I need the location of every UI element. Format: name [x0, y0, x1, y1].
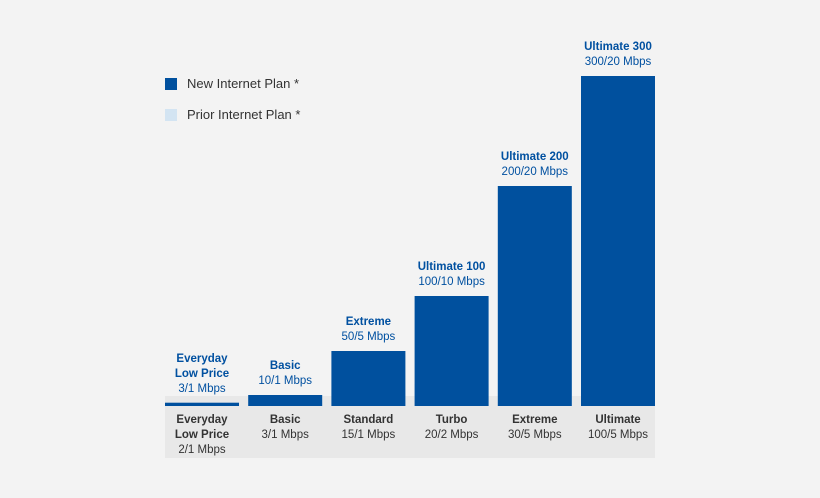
- bar-plan-speed: 10/1 Mbps: [258, 375, 313, 387]
- bar-plan-name: Extreme: [345, 316, 392, 328]
- bar-plan-speed: 50/5 Mbps: [341, 331, 396, 343]
- category-plan-speed: 100/5 Mbps: [587, 429, 649, 441]
- category-plan-name: Standard: [343, 414, 394, 426]
- legend-swatch-new: [165, 77, 177, 90]
- bar-plan-speed: 200/20 Mbps: [501, 166, 569, 178]
- category-plan-speed: 30/5 Mbps: [507, 429, 562, 441]
- category-plan-name: Turbo: [435, 414, 468, 426]
- new-plan-bar: [414, 296, 489, 406]
- new-plan-bar: [165, 402, 239, 406]
- new-plan-bar: [581, 76, 655, 406]
- category-plan-name: Ultimate: [595, 414, 641, 426]
- category-label: Standard 15/1 Mbps: [331, 413, 405, 443]
- category-plan-speed: 20/2 Mbps: [424, 429, 479, 441]
- category-label: Everyday Low Price 2/1 Mbps: [165, 413, 239, 458]
- category-plan-speed: 3/1 Mbps: [261, 429, 309, 441]
- chart-panel-background: [165, 396, 655, 458]
- category-label: Turbo 20/2 Mbps: [415, 413, 489, 443]
- new-plan-bar: [248, 395, 323, 406]
- bar-plan-name: Basic: [269, 360, 301, 372]
- bar-plan-name: Ultimate 200: [500, 151, 569, 163]
- category-label: Ultimate 100/5 Mbps: [581, 413, 655, 443]
- new-bars-group: [165, 76, 655, 406]
- legend-label-prior: Prior Internet Plan *: [187, 107, 301, 122]
- bar-plan-name: Ultimate 300: [584, 41, 652, 53]
- bar-value-label: Everyday Low Price 3/1 Mbps: [152, 352, 252, 397]
- bar-value-label: Ultimate 100 100/10 Mbps: [402, 260, 502, 290]
- category-plan-name: Basic: [269, 414, 301, 426]
- bar-value-label: Extreme 50/5 Mbps: [318, 315, 418, 345]
- category-plan-speed: 15/1 Mbps: [341, 429, 396, 441]
- bar-plan-speed: 3/1 Mbps: [178, 382, 226, 395]
- category-plan-name: Extreme: [512, 414, 558, 426]
- new-plan-bar: [497, 186, 572, 406]
- bar-plan-speed: 100/10 Mbps: [418, 276, 485, 288]
- category-label: Basic 3/1 Mbps: [248, 413, 322, 443]
- category-plan-name: Everyday Low Price: [174, 414, 230, 441]
- category-plan-speed: 2/1 Mbps: [178, 444, 226, 456]
- bar-value-label: Basic 10/1 Mbps: [235, 359, 335, 389]
- legend-label-new: New Internet Plan *: [187, 76, 300, 91]
- bar-plan-name: Ultimate 100: [417, 261, 486, 273]
- bar-value-label: Ultimate 300 300/20 Mbps: [568, 40, 668, 70]
- bar-plan-name: Everyday Low Price: [174, 352, 230, 380]
- bar-plan-speed: 300/20 Mbps: [584, 56, 652, 68]
- category-label: Extreme 30/5 Mbps: [498, 413, 572, 443]
- legend-item-new: New Internet Plan *: [165, 76, 299, 91]
- legend-item-prior: Prior Internet Plan *: [165, 107, 300, 122]
- bar-value-label: Ultimate 200 200/20 Mbps: [485, 150, 585, 180]
- legend-swatch-prior: [165, 108, 177, 121]
- new-plan-bar: [331, 351, 406, 406]
